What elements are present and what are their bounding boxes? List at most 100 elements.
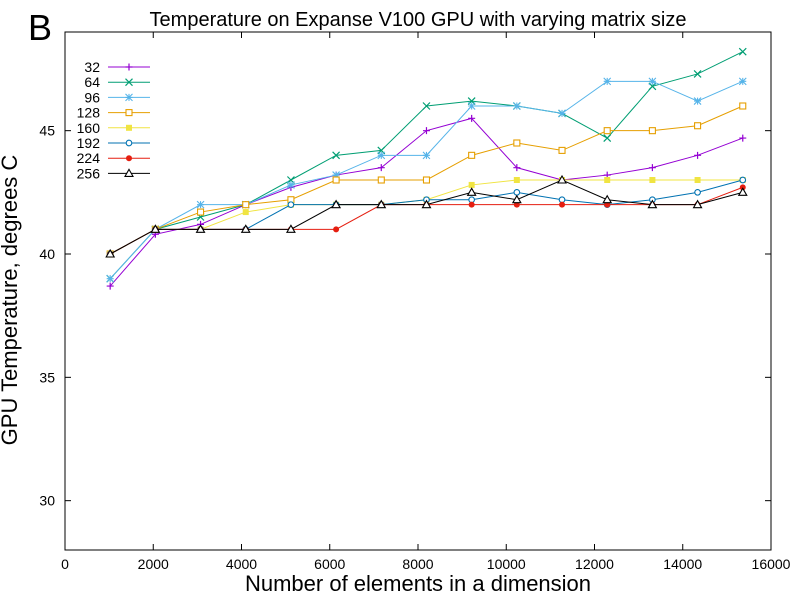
legend-label: 256	[77, 165, 101, 181]
legend-entry-32: 32	[84, 59, 150, 75]
data-point	[603, 134, 612, 142]
series-line-256	[109, 179, 743, 255]
data-point	[105, 248, 116, 258]
data-point	[422, 151, 431, 160]
x-tick-label: 16000	[752, 556, 791, 572]
data-point	[242, 209, 249, 216]
data-point	[694, 188, 701, 196]
legend-entry-224: 224	[77, 150, 150, 166]
data-point	[694, 151, 702, 159]
legend-entry-64: 64	[84, 74, 150, 90]
data-point	[739, 102, 747, 110]
legend-marker	[125, 78, 133, 87]
data-point	[287, 181, 295, 189]
data-point	[150, 224, 161, 233]
data-point	[285, 224, 296, 233]
data-point	[421, 199, 432, 209]
data-point	[693, 97, 702, 105]
series-layer	[105, 47, 748, 290]
data-point	[332, 176, 340, 184]
series-line-64	[109, 51, 743, 280]
data-point	[106, 274, 115, 283]
legend-entry-192: 192	[77, 135, 150, 151]
y-tick-label: 35	[39, 369, 55, 385]
y-tick-label: 40	[39, 246, 55, 262]
data-point	[738, 77, 747, 86]
x-tick-label: 8000	[402, 556, 433, 572]
data-point	[602, 194, 613, 204]
data-point	[333, 226, 340, 233]
series-224	[107, 184, 746, 257]
series-line-192	[109, 179, 743, 255]
data-point	[468, 114, 476, 122]
plot-area-frame	[64, 31, 772, 551]
legend-label: 128	[77, 105, 101, 121]
y-tick-label: 45	[39, 123, 55, 139]
legend-entry-256: 256	[77, 165, 150, 181]
legend-entry-96: 96	[84, 89, 150, 105]
data-point	[377, 176, 385, 184]
data-point	[739, 134, 747, 142]
data-point	[647, 199, 658, 209]
legend-marker	[124, 168, 134, 177]
data-point	[604, 177, 611, 183]
series-line-160	[109, 179, 743, 255]
data-point	[513, 139, 521, 147]
data-point	[422, 127, 430, 135]
data-point	[694, 122, 702, 130]
x-tick-label: 0	[61, 556, 69, 572]
legend-label: 192	[77, 135, 101, 151]
series-160	[107, 177, 746, 257]
data-point	[739, 176, 747, 184]
data-point	[694, 177, 701, 183]
series-256	[105, 174, 748, 258]
data-point	[512, 102, 521, 110]
data-point	[648, 77, 657, 86]
data-point	[513, 164, 521, 172]
series-192	[106, 176, 747, 258]
data-point	[513, 188, 521, 196]
y-axis-label: GPU Temperature, degrees C	[0, 155, 22, 446]
data-point	[376, 199, 387, 209]
data-point	[242, 201, 250, 209]
legend-entry-128: 128	[77, 105, 150, 121]
data-point	[468, 201, 475, 208]
legend-marker	[125, 139, 133, 147]
x-axis-label: Number of elements in a dimension	[245, 571, 591, 596]
data-point	[468, 181, 475, 188]
data-point	[603, 127, 611, 135]
data-point	[331, 199, 342, 209]
data-point	[649, 177, 656, 183]
data-point	[511, 194, 522, 204]
chart-title: Temperature on Expanse V100 GPU with var…	[150, 9, 687, 31]
legend-label: 224	[77, 150, 101, 166]
data-point	[557, 174, 567, 184]
data-point	[197, 208, 205, 216]
data-point	[195, 224, 206, 233]
data-point	[332, 151, 341, 160]
x-tick-label: 2000	[138, 556, 169, 572]
data-point	[648, 164, 656, 172]
data-point	[422, 102, 431, 110]
legend-label: 160	[77, 120, 101, 136]
legend-marker	[125, 93, 133, 102]
legend-label: 96	[84, 89, 100, 105]
panel-label: B	[28, 7, 52, 48]
legend-entry-160: 160	[77, 120, 150, 136]
data-point	[737, 187, 748, 196]
legend-marker	[126, 155, 132, 162]
data-point	[332, 171, 340, 179]
data-point	[559, 201, 566, 208]
x-tick-label: 4000	[226, 556, 257, 572]
data-point	[558, 109, 566, 118]
data-point	[422, 176, 431, 184]
y-tick-label: 30	[39, 493, 55, 509]
legend-label: 32	[84, 59, 100, 75]
axes: 0 2000 4000 6000 8000 10000 12000 14000 16000 30 3…	[39, 32, 791, 572]
legend-marker	[126, 124, 132, 131]
data-point	[693, 70, 702, 78]
data-point	[558, 146, 566, 154]
x-tick-label: 10000	[487, 556, 526, 572]
